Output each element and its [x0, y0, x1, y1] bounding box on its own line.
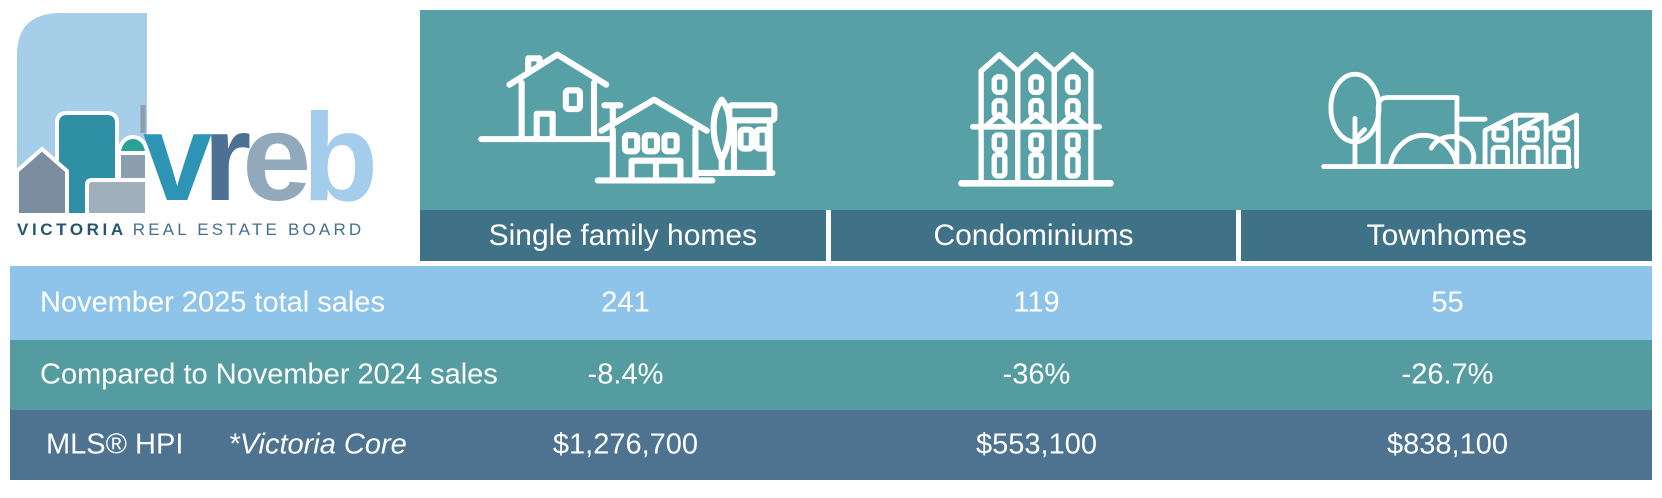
vreb-wordmark: vreb — [143, 96, 378, 220]
column-single-family-homes: Single family homes — [420, 10, 831, 261]
townhomes-icon — [1321, 71, 1580, 169]
mls-hpi-text: MLS® HPI — [46, 428, 184, 461]
hpi-townhomes: $838,100 — [1387, 428, 1508, 461]
row-mls-hpi: MLS® HPI *Victoria Core $1,276,700 $553,1… — [10, 410, 1652, 480]
column-label-condominiums: Condominiums — [830, 210, 1242, 261]
condominiums-icon — [958, 52, 1114, 187]
vreb-tagline: VICTORIA REAL ESTATE BOARD — [17, 220, 364, 240]
column-label-townhomes: Townhomes — [1241, 210, 1653, 261]
total-sales-condominiums: 119 — [1013, 286, 1060, 319]
column-label-single-family-homes: Single family homes — [420, 210, 831, 261]
column-header: Single family homes — [420, 10, 1653, 261]
column-townhomes: Townhomes — [1241, 10, 1653, 261]
hpi-condominiums: $553,100 — [976, 428, 1097, 461]
row-compared-sales: Compared to November 2024 sales -8.4% -3… — [10, 340, 1652, 410]
compared-townhomes: -26.7% — [1401, 358, 1494, 391]
vreb-logo: vreb VICTORIA REAL ESTATE BOARD — [0, 0, 420, 261]
single-family-homes-icon — [478, 51, 778, 184]
single-family-homes-icon-box — [420, 10, 831, 210]
victoria-core-note: *Victoria Core — [228, 428, 407, 461]
wordmark-letter: v — [143, 89, 212, 227]
wordmark-letter: b — [302, 89, 378, 227]
compared-condominiums: -36% — [1002, 358, 1071, 391]
compared-single-family: -8.4% — [587, 358, 664, 391]
townhomes-icon-box — [1241, 10, 1653, 210]
column-condominiums: Condominiums — [830, 10, 1242, 261]
row-total-sales: November 2025 total sales 241 119 55 — [10, 266, 1652, 340]
wordmark-letter: r — [202, 89, 251, 227]
total-sales-townhomes: 55 — [1431, 286, 1464, 319]
tagline-victoria: VICTORIA — [17, 220, 127, 239]
condominiums-icon-box — [830, 10, 1242, 210]
wordmark-letter: e — [242, 89, 311, 227]
row-compared-sales-label: Compared to November 2024 sales — [40, 358, 498, 391]
row-mls-hpi-label: MLS® HPI *Victoria Core — [46, 429, 407, 462]
hpi-single-family: $1,276,700 — [552, 428, 699, 461]
vreb-logo-mark-icon — [17, 13, 147, 215]
row-total-sales-label: November 2025 total sales — [40, 286, 385, 319]
tagline-real-estate-board: REAL ESTATE BOARD — [132, 220, 365, 239]
total-sales-single-family: 241 — [601, 286, 650, 319]
